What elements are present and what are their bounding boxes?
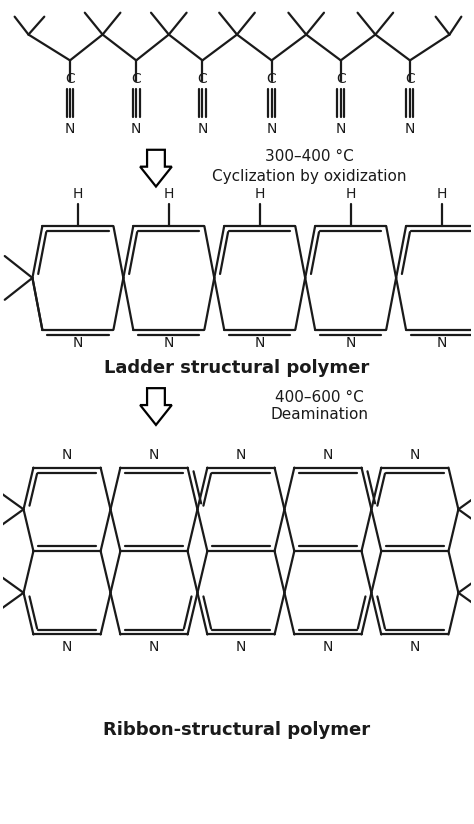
Text: 400–600 °C: 400–600 °C [274,390,364,405]
Text: Ladder structural polymer: Ladder structural polymer [104,359,370,377]
Text: C: C [267,73,276,87]
Text: N: N [323,447,333,461]
Text: N: N [164,336,174,350]
Text: N: N [236,640,246,654]
Text: N: N [131,122,141,136]
Text: N: N [149,640,159,654]
Text: N: N [65,122,75,136]
Text: N: N [62,640,72,654]
Text: N: N [197,122,208,136]
Text: N: N [149,447,159,461]
Text: H: H [255,188,265,202]
Text: H: H [437,188,447,202]
Text: C: C [65,73,75,87]
Text: H: H [73,188,83,202]
Polygon shape [140,388,172,425]
Text: N: N [73,336,83,350]
Text: N: N [437,336,447,350]
Text: N: N [266,122,277,136]
Text: N: N [405,122,415,136]
Text: N: N [255,336,265,350]
Text: C: C [336,73,346,87]
Text: H: H [346,188,356,202]
Text: N: N [410,447,420,461]
Text: Cyclization by oxidization: Cyclization by oxidization [212,169,406,184]
Text: C: C [405,73,415,87]
Text: N: N [410,640,420,654]
Text: N: N [323,640,333,654]
Text: C: C [131,73,141,87]
Polygon shape [140,150,172,186]
Text: N: N [236,447,246,461]
Text: N: N [336,122,346,136]
Text: Deamination: Deamination [270,408,368,423]
Text: Ribbon-structural polymer: Ribbon-structural polymer [103,721,371,739]
Text: 300–400 °C: 300–400 °C [265,149,354,164]
Text: N: N [62,447,72,461]
Text: C: C [198,73,207,87]
Text: H: H [164,188,174,202]
Text: N: N [346,336,356,350]
